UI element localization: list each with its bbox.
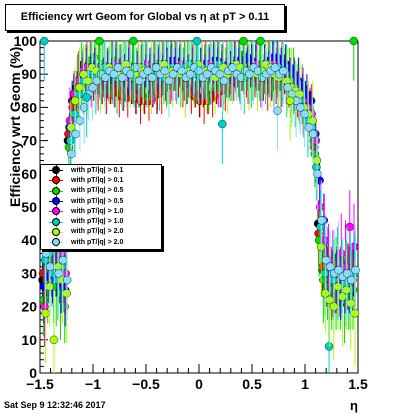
y-tick-label: 90 <box>21 66 37 82</box>
data-point <box>41 249 51 258</box>
data-point <box>75 116 85 125</box>
legend-marker-dot <box>52 238 60 247</box>
data-point <box>308 129 318 139</box>
legend-marker-dot <box>52 207 60 216</box>
data-point <box>160 66 169 76</box>
legend-marker <box>41 226 71 237</box>
datestamp: Sat Sep 9 12:32:46 2017 <box>4 400 106 410</box>
legend-entry: with pT/|q| > 2.0 <box>41 237 161 248</box>
y-tick-label: 40 <box>21 232 37 248</box>
legend-marker <box>41 165 71 176</box>
legend-label: with pT/|q| > 1.0 <box>71 218 124 226</box>
data-point <box>256 36 265 46</box>
data-point <box>62 275 72 285</box>
x-tick-label: −1.5 <box>26 376 54 392</box>
legend-marker-dot <box>52 197 60 206</box>
legend-marker <box>41 185 71 196</box>
data-point <box>46 262 55 271</box>
legend-entry: with pT/|q| > 1.0 <box>41 216 161 227</box>
data-point <box>317 216 326 225</box>
legend-entry: with pT/|q| > 0.5 <box>41 185 161 196</box>
data-point <box>67 149 76 159</box>
data-point <box>41 309 50 318</box>
data-point <box>82 93 91 102</box>
y-tick-label: 60 <box>21 166 37 182</box>
x-tick-label: −1 <box>85 376 101 392</box>
marks-group <box>38 36 360 373</box>
y-tick-label: 50 <box>21 199 37 215</box>
legend-label: with pT/|q| > 0.1 <box>71 176 124 184</box>
legend-marker <box>41 196 71 207</box>
data-point <box>54 269 63 278</box>
data-point <box>192 36 202 46</box>
legend-entry: with pT/|q| > 0.1 <box>41 175 161 186</box>
x-tick-label: 1.5 <box>348 376 368 392</box>
x-axis-label: η <box>350 398 358 413</box>
data-point <box>95 36 104 46</box>
y-tick-label: 30 <box>21 265 37 281</box>
x-tick-label: 1 <box>301 376 309 392</box>
y-tick-label: 20 <box>21 299 37 315</box>
legend-label: with pT/|q| > 2.0 <box>71 238 124 246</box>
data-point <box>130 63 140 72</box>
legend-marker <box>41 175 71 186</box>
y-axis-label: Efficiency wrt Geom (%) <box>7 46 23 207</box>
chart-title: Efficiency wrt Geom for Global vs η at p… <box>5 4 285 31</box>
data-point <box>347 275 356 285</box>
data-point <box>40 36 49 46</box>
data-point <box>239 36 248 46</box>
data-point <box>49 335 59 344</box>
x-tick-label: −0.5 <box>132 376 160 392</box>
legend-label: with pT/|q| > 1.0 <box>71 207 124 215</box>
data-point <box>147 73 157 82</box>
data-point <box>279 66 288 76</box>
data-point <box>129 36 138 46</box>
legend-marker <box>41 206 71 217</box>
data-point <box>351 265 360 275</box>
data-point <box>273 106 282 115</box>
legend: with pT/|q| > 0.1 with pT/|q| > 0.1 with p… <box>40 164 162 250</box>
legend-label: with pT/|q| > 0.5 <box>71 197 124 205</box>
y-tick-label: 0 <box>29 365 37 381</box>
data-point <box>313 169 322 179</box>
legend-label: with pT/|q| > 2.0 <box>71 228 124 236</box>
data-point <box>218 119 227 129</box>
legend-marker-dot <box>52 186 60 195</box>
x-tick-label: 0 <box>195 376 203 392</box>
legend-entry: with pT/|q| > 0.5 <box>41 196 161 207</box>
legend-label: with pT/|q| > 0.1 <box>71 166 124 174</box>
legend-marker <box>41 216 71 227</box>
data-point <box>75 83 84 92</box>
data-point <box>219 76 229 86</box>
x-tick-label: 0.5 <box>242 376 262 392</box>
data-point <box>300 109 309 119</box>
legend-entry: with pT/|q| > 0.1 <box>41 165 161 176</box>
series-7 <box>41 41 360 320</box>
data-point <box>349 36 358 46</box>
extra-points <box>40 36 358 164</box>
legend-marker-dot <box>52 227 60 236</box>
data-point <box>58 255 68 265</box>
y-tick-label: 80 <box>21 99 37 115</box>
data-point <box>70 96 80 105</box>
y-tick-label: 70 <box>21 133 37 149</box>
legend-marker-dot <box>52 217 60 226</box>
data-point <box>71 129 80 139</box>
y-tick-label: 100 <box>14 33 38 49</box>
legend-marker <box>41 237 71 248</box>
legend-entry: with pT/|q| > 1.0 <box>41 206 161 217</box>
data-point <box>113 63 123 72</box>
legend-marker-dot <box>52 166 60 175</box>
legend-marker-dot <box>52 176 60 185</box>
legend-label: with pT/|q| > 0.5 <box>71 187 124 195</box>
legend-entry: with pT/|q| > 2.0 <box>41 226 161 237</box>
data-point <box>285 96 295 105</box>
y-tick-label: 10 <box>21 332 37 348</box>
